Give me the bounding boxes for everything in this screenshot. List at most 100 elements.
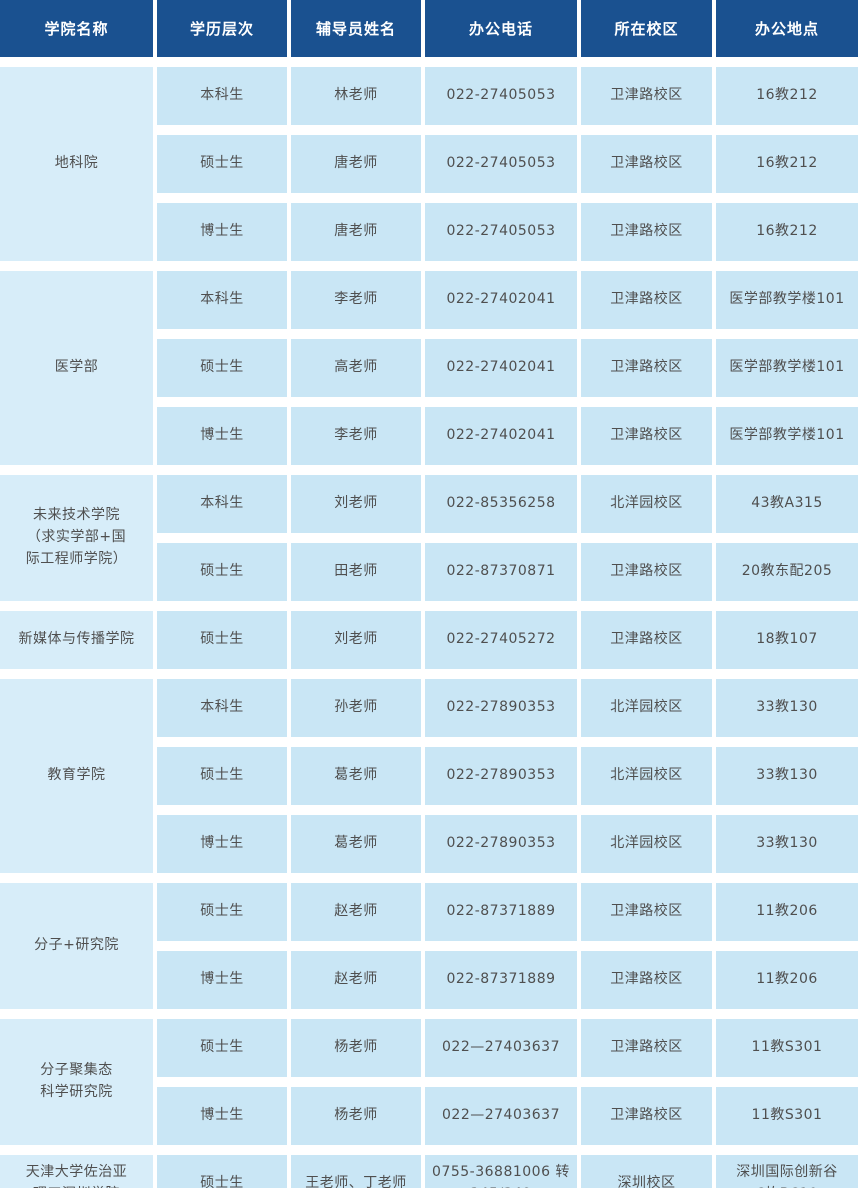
table-header-row: 学院名称 学历层次 辅导员姓名 办公电话 所在校区 办公地点 <box>0 0 858 57</box>
education-level-cell: 本科生 <box>157 475 287 533</box>
office-phone-cell: 022-87371889 <box>425 951 577 1009</box>
college-name-cell: 未来技术学院 （求实学部+国 际工程师学院） <box>0 475 153 601</box>
campus-cell: 卫津路校区 <box>581 135 712 193</box>
table-row: 博士生 葛老师 022-27890353 北洋园校区 33教130 <box>0 815 858 873</box>
counselor-name-cell: 葛老师 <box>291 747 421 805</box>
office-location-cell: 医学部教学楼101 <box>716 407 858 465</box>
office-location-cell: 33教130 <box>716 815 858 873</box>
education-level-cell: 博士生 <box>157 203 287 261</box>
table-row: 分子聚集态 科学研究院 硕士生 杨老师 022—27403637 卫津路校区 11教S30… <box>0 1019 858 1145</box>
office-phone-cell: 022-27405053 <box>425 135 577 193</box>
office-location-cell: 43教A315 <box>716 475 858 533</box>
table-row: 博士生 杨老师 022—27403637 卫津路校区 11教S301 <box>0 1087 858 1145</box>
office-phone-cell: 022—27403637 <box>425 1019 577 1077</box>
counselor-name-cell: 杨老师 <box>291 1019 421 1077</box>
column-header-3: 辅导员姓名 <box>291 0 421 57</box>
office-location-cell: 医学部教学楼101 <box>716 339 858 397</box>
counselor-name-cell: 李老师 <box>291 407 421 465</box>
counselor-name-cell: 林老师 <box>291 67 421 125</box>
education-level-cell: 博士生 <box>157 951 287 1009</box>
office-phone-cell: 0755-36881006 转 345/349 <box>425 1155 577 1188</box>
counselor-name-cell: 赵老师 <box>291 883 421 941</box>
table-row: 博士生 唐老师 022-27405053 卫津路校区 16教212 <box>0 203 858 261</box>
college-name-cell: 分子聚集态 科学研究院 <box>0 1019 153 1145</box>
education-level-cell: 硕士生 <box>157 747 287 805</box>
counselor-name-cell: 唐老师 <box>291 135 421 193</box>
education-level-cell: 硕士生 <box>157 1019 287 1077</box>
office-phone-cell: 022-27402041 <box>425 407 577 465</box>
table-row: 硕士生 葛老师 022-27890353 北洋园校区 33教130 <box>0 747 858 805</box>
office-location-cell: 33教130 <box>716 747 858 805</box>
counselor-name-cell: 唐老师 <box>291 203 421 261</box>
campus-cell: 卫津路校区 <box>581 203 712 261</box>
office-phone-cell: 022-27402041 <box>425 339 577 397</box>
counselor-name-cell: 王老师、丁老师 <box>291 1155 421 1188</box>
office-phone-cell: 022-27890353 <box>425 679 577 737</box>
office-phone-cell: 022-27405272 <box>425 611 577 669</box>
campus-cell: 卫津路校区 <box>581 1019 712 1077</box>
table-row: 硕士生 田老师 022-87370871 卫津路校区 20教东配205 <box>0 543 858 601</box>
office-location-cell: 11教S301 <box>716 1019 858 1077</box>
campus-cell: 深圳校区 <box>581 1155 712 1188</box>
campus-cell: 卫津路校区 <box>581 339 712 397</box>
college-name-cell: 新媒体与传播学院 <box>0 611 153 669</box>
campus-cell: 卫津路校区 <box>581 1087 712 1145</box>
column-header-4: 办公电话 <box>425 0 577 57</box>
campus-cell: 卫津路校区 <box>581 951 712 1009</box>
office-location-cell: 11教206 <box>716 951 858 1009</box>
column-header-6: 办公地点 <box>716 0 858 57</box>
college-name-cell: 天津大学佐治亚 理工深圳学院 <box>0 1155 153 1188</box>
office-phone-cell: 022-27402041 <box>425 271 577 329</box>
office-location-cell: 33教130 <box>716 679 858 737</box>
counselor-name-cell: 李老师 <box>291 271 421 329</box>
table-row: 硕士生 唐老师 022-27405053 卫津路校区 16教212 <box>0 135 858 193</box>
office-phone-cell: 022-27890353 <box>425 815 577 873</box>
education-level-cell: 硕士生 <box>157 1155 287 1188</box>
education-level-cell: 博士生 <box>157 815 287 873</box>
office-location-cell: 16教212 <box>716 203 858 261</box>
counselor-name-cell: 葛老师 <box>291 815 421 873</box>
education-level-cell: 硕士生 <box>157 883 287 941</box>
college-name-cell: 教育学院 <box>0 679 153 873</box>
campus-cell: 卫津路校区 <box>581 543 712 601</box>
table-row: 未来技术学院 （求实学部+国 际工程师学院） 本科生 刘老师 022-85356258… <box>0 475 858 601</box>
college-name-cell: 分子+研究院 <box>0 883 153 1009</box>
table-row: 新媒体与传播学院 硕士生 刘老师 022-27405272 卫津路校区 18教107 <box>0 611 858 669</box>
column-header-1: 学院名称 <box>0 0 153 57</box>
table-row: 博士生 李老师 022-27402041 卫津路校区 医学部教学楼101 <box>0 407 858 465</box>
counselor-name-cell: 赵老师 <box>291 951 421 1009</box>
education-level-cell: 本科生 <box>157 67 287 125</box>
campus-cell: 卫津路校区 <box>581 883 712 941</box>
office-location-cell: 20教东配205 <box>716 543 858 601</box>
campus-cell: 卫津路校区 <box>581 67 712 125</box>
counselor-name-cell: 刘老师 <box>291 611 421 669</box>
table-row: 教育学院 本科生 孙老师 022-27890353 北洋园校区 33教130 <box>0 679 858 873</box>
office-phone-cell: 022-27405053 <box>425 203 577 261</box>
campus-cell: 北洋园校区 <box>581 747 712 805</box>
office-location-cell: 11教206 <box>716 883 858 941</box>
office-phone-cell: 022-87370871 <box>425 543 577 601</box>
table-row: 分子+研究院 硕士生 赵老师 022-87371889 卫津路校区 11教206 <box>0 883 858 1009</box>
office-phone-cell: 022-27890353 <box>425 747 577 805</box>
education-level-cell: 硕士生 <box>157 135 287 193</box>
campus-cell: 北洋园校区 <box>581 475 712 533</box>
campus-cell: 卫津路校区 <box>581 407 712 465</box>
office-location-cell: 16教212 <box>716 135 858 193</box>
education-level-cell: 本科生 <box>157 679 287 737</box>
education-level-cell: 硕士生 <box>157 543 287 601</box>
education-level-cell: 硕士生 <box>157 611 287 669</box>
office-phone-cell: 022-87371889 <box>425 883 577 941</box>
table-row: 博士生 赵老师 022-87371889 卫津路校区 11教206 <box>0 951 858 1009</box>
column-header-2: 学历层次 <box>157 0 287 57</box>
education-level-cell: 博士生 <box>157 1087 287 1145</box>
college-name-cell: 医学部 <box>0 271 153 465</box>
campus-cell: 卫津路校区 <box>581 271 712 329</box>
education-level-cell: 硕士生 <box>157 339 287 397</box>
office-phone-cell: 022-85356258 <box>425 475 577 533</box>
education-level-cell: 本科生 <box>157 271 287 329</box>
office-location-cell: 11教S301 <box>716 1087 858 1145</box>
campus-cell: 北洋园校区 <box>581 815 712 873</box>
